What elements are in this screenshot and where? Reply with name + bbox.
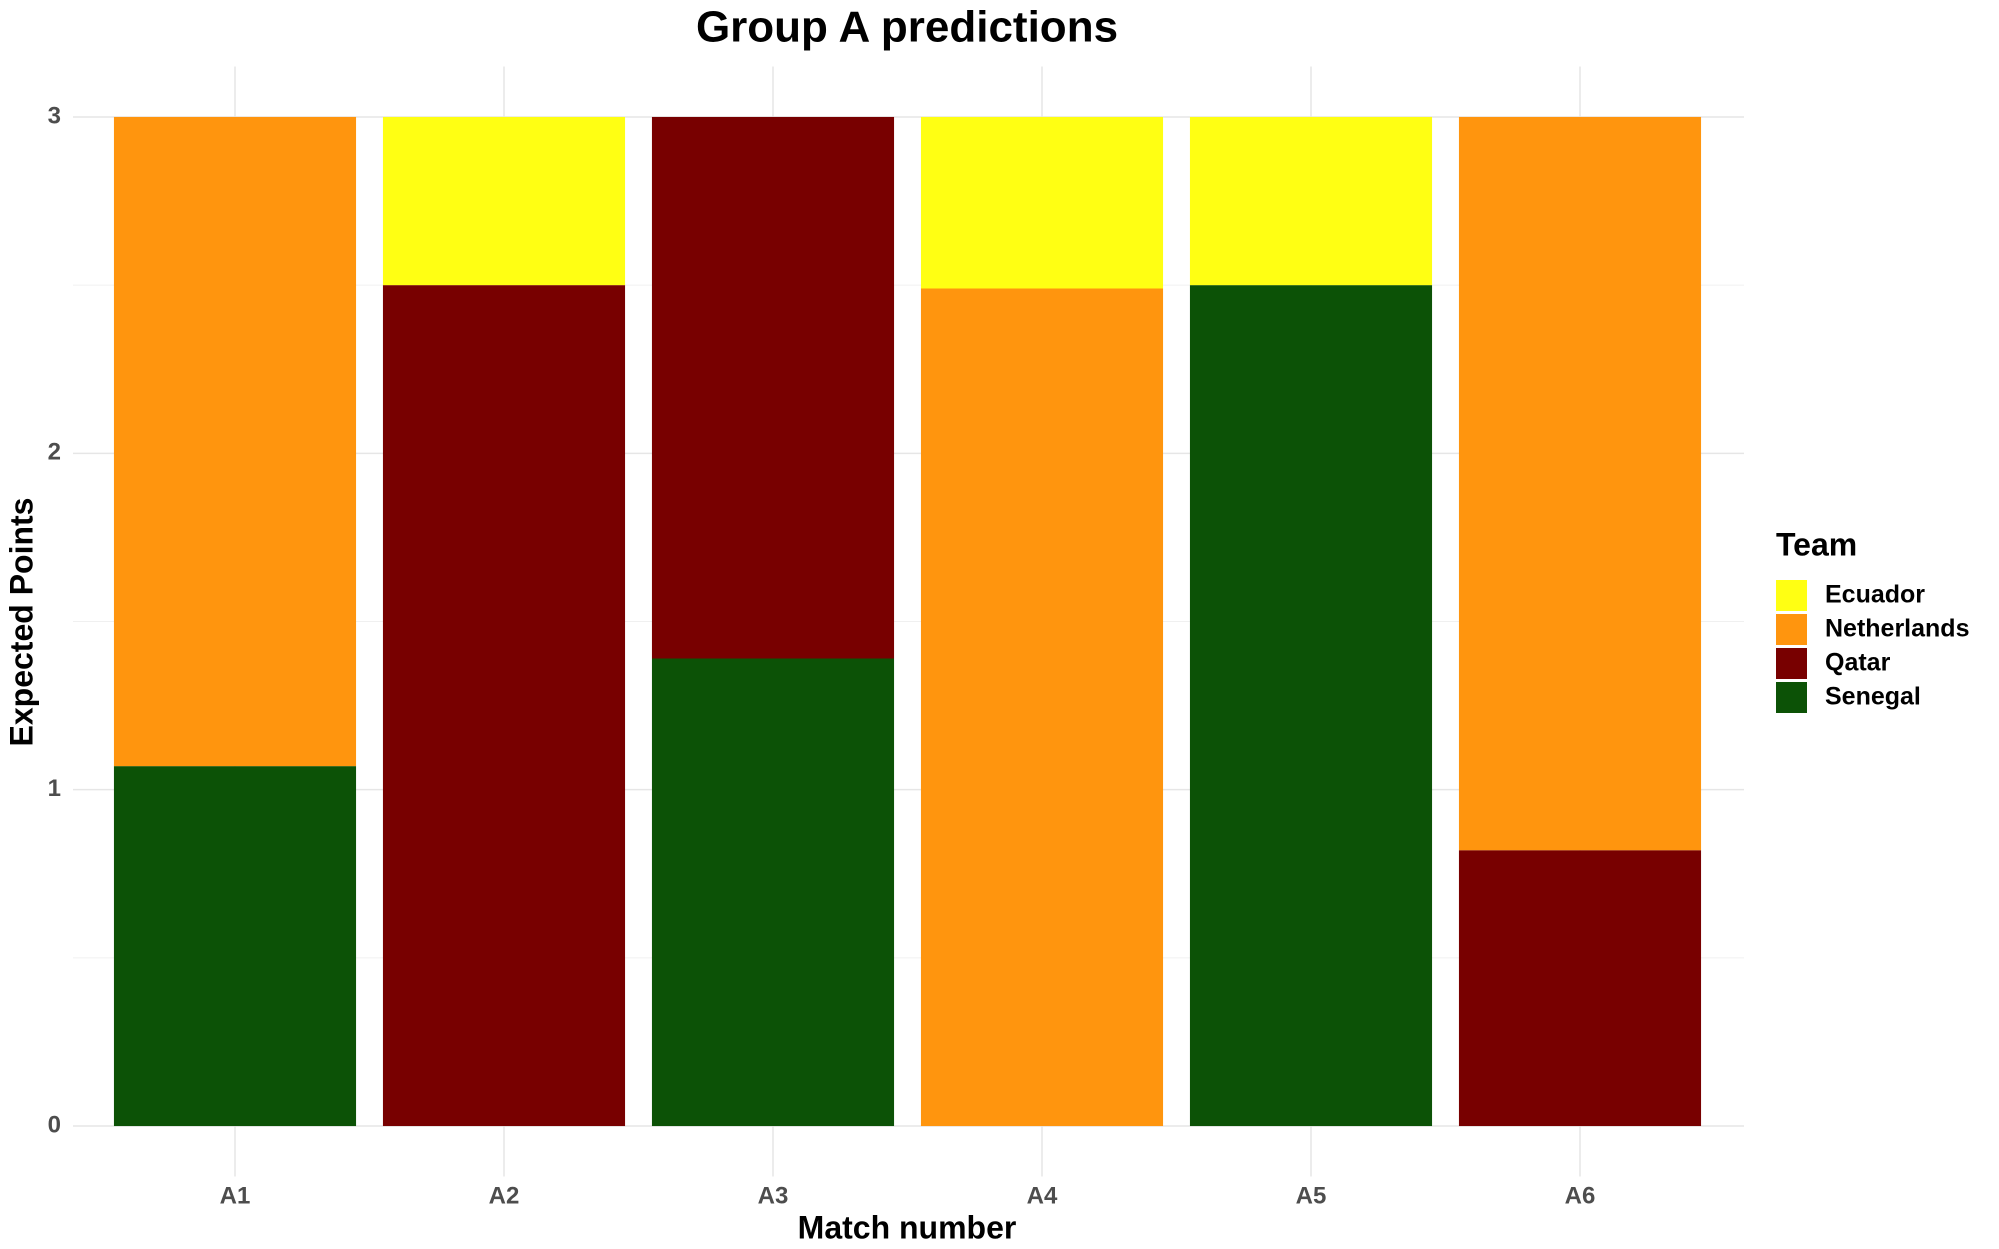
legend-key xyxy=(1776,580,1807,611)
legend-title: Team xyxy=(1776,526,1857,562)
bar-segment xyxy=(382,116,626,286)
y-axis-title: Expected Points xyxy=(3,498,39,747)
bar-segment xyxy=(920,288,1164,1127)
bar-segment xyxy=(1189,116,1433,286)
legend-key xyxy=(1776,682,1807,713)
y-tick-label: 2 xyxy=(48,439,61,466)
bar-segment xyxy=(1458,850,1702,1127)
bar-segment xyxy=(382,285,626,1127)
x-tick-label: A5 xyxy=(1296,1182,1327,1209)
x-tick-label: A1 xyxy=(220,1182,251,1209)
y-tick-label: 1 xyxy=(48,775,61,802)
legend-key xyxy=(1776,614,1807,645)
bar-segment xyxy=(113,766,357,1127)
x-tick-label: A3 xyxy=(758,1182,789,1209)
legend-label: Ecuador xyxy=(1825,581,1925,609)
legend-label: Qatar xyxy=(1825,649,1891,677)
bar-segment xyxy=(920,116,1164,289)
bar-segment xyxy=(1189,285,1433,1127)
x-tick-label: A4 xyxy=(1027,1182,1058,1209)
legend-label: Netherlands xyxy=(1825,615,1969,643)
bar-segment xyxy=(651,116,895,659)
bar-segment xyxy=(651,658,895,1127)
x-tick-label: A6 xyxy=(1565,1182,1596,1209)
bar-segment xyxy=(1458,116,1702,851)
bar-segment xyxy=(113,116,357,767)
x-axis-title: Match number xyxy=(798,1209,1017,1245)
y-tick-label: 3 xyxy=(48,102,61,129)
legend-key xyxy=(1776,648,1807,679)
x-tick-label: A2 xyxy=(489,1182,520,1209)
legend-label: Senegal xyxy=(1825,683,1921,711)
chart-title: Group A predictions xyxy=(696,3,1118,52)
y-tick-label: 0 xyxy=(48,1111,61,1138)
